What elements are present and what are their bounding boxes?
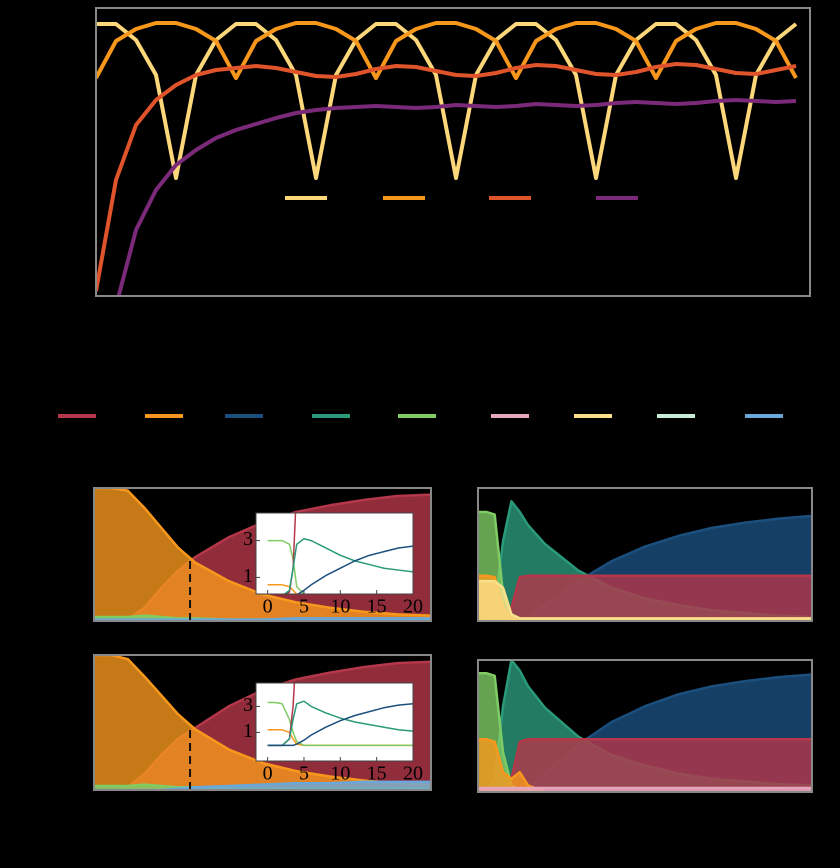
x-tick-label: 5	[299, 763, 309, 785]
line	[96, 21, 798, 80]
line	[267, 539, 308, 594]
line	[478, 579, 812, 620]
frame	[477, 487, 813, 622]
frame	[93, 654, 432, 791]
inset-background	[256, 513, 413, 594]
x-tick-label: 10	[330, 596, 350, 618]
line	[96, 62, 797, 292]
area	[94, 781, 431, 790]
line	[478, 737, 812, 792]
line	[96, 22, 798, 180]
inset-background	[256, 683, 413, 761]
frame	[255, 512, 414, 595]
area	[478, 581, 812, 621]
plot-area	[267, 513, 413, 594]
line	[478, 671, 812, 792]
x-tick-label: 0	[263, 596, 273, 618]
area	[478, 739, 812, 792]
x-tick-label: 10	[330, 763, 350, 785]
frame	[95, 7, 811, 297]
area	[94, 655, 431, 790]
y-tick-label: 1	[243, 720, 253, 742]
line	[94, 780, 431, 790]
line	[478, 737, 812, 792]
line	[478, 574, 812, 621]
plot-area	[478, 660, 812, 792]
x-tick-label: 15	[367, 596, 387, 618]
plot-area	[96, 21, 798, 296]
line	[267, 703, 413, 747]
line	[296, 545, 413, 594]
line	[478, 510, 812, 621]
line	[94, 655, 431, 786]
y-tick-label: 3	[243, 528, 253, 550]
line	[267, 701, 413, 747]
line	[267, 584, 300, 594]
plot-area	[267, 683, 413, 747]
area	[478, 739, 812, 792]
plot-area	[478, 500, 812, 621]
area	[94, 488, 431, 621]
panel-background	[96, 8, 810, 296]
area	[478, 575, 812, 621]
line	[116, 98, 797, 296]
y-tick-label: 1	[243, 565, 253, 587]
x-tick-label: 20	[403, 763, 423, 785]
x-tick-label: 20	[403, 596, 423, 618]
frame	[255, 682, 414, 762]
y-tick-label: 3	[243, 694, 253, 716]
frame	[93, 487, 432, 622]
x-tick-label: 15	[367, 763, 387, 785]
line	[94, 488, 431, 617]
line	[283, 538, 413, 594]
line	[94, 617, 431, 621]
x-tick-label: 5	[299, 596, 309, 618]
frame	[477, 659, 813, 793]
x-tick-label: 0	[263, 763, 273, 785]
line	[267, 700, 413, 747]
